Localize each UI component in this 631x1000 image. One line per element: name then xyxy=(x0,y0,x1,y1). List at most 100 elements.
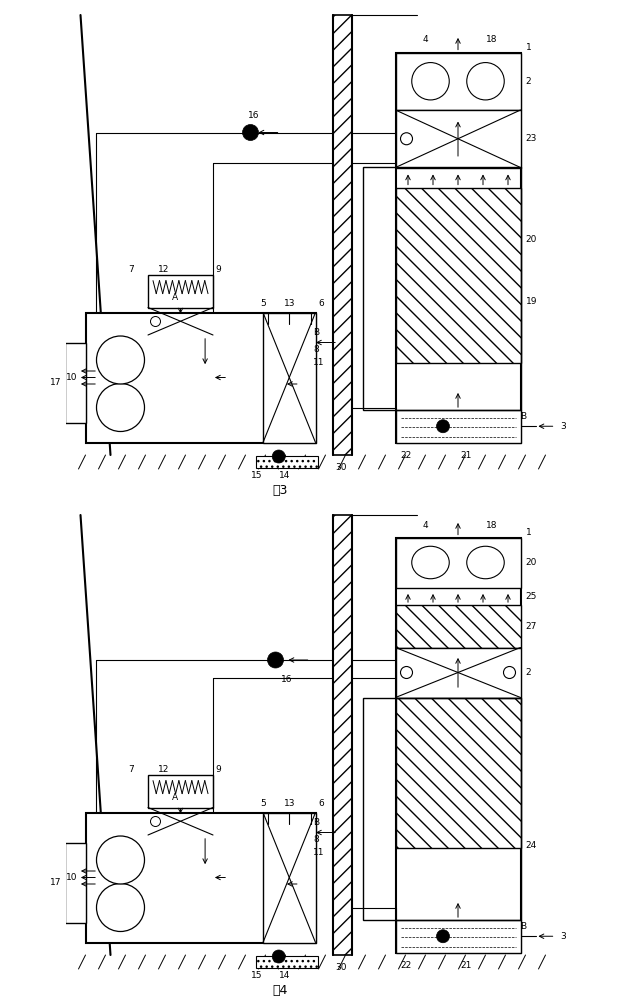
Text: 24: 24 xyxy=(526,840,537,850)
Text: 11: 11 xyxy=(313,358,324,367)
Text: B: B xyxy=(313,818,319,827)
Bar xyxy=(148,275,213,308)
Text: 16: 16 xyxy=(281,676,292,684)
Text: 21: 21 xyxy=(461,960,472,970)
Text: 21: 21 xyxy=(461,450,472,460)
Text: 13: 13 xyxy=(284,799,295,808)
Text: 8: 8 xyxy=(313,346,319,355)
Circle shape xyxy=(401,133,413,145)
Bar xyxy=(396,52,521,442)
Text: 9: 9 xyxy=(216,766,221,774)
Text: 13: 13 xyxy=(284,299,295,308)
Bar xyxy=(64,342,85,422)
Bar xyxy=(263,812,316,942)
Text: 9: 9 xyxy=(216,265,221,274)
Bar xyxy=(263,312,316,442)
Bar xyxy=(64,842,85,922)
Bar xyxy=(333,15,352,455)
Bar xyxy=(396,110,521,167)
Text: 14: 14 xyxy=(279,471,290,480)
Bar xyxy=(148,775,213,808)
Circle shape xyxy=(242,124,259,140)
Text: 5: 5 xyxy=(261,299,266,308)
Text: 4: 4 xyxy=(423,35,428,44)
Text: 20: 20 xyxy=(526,558,537,567)
Bar xyxy=(85,312,316,442)
Circle shape xyxy=(97,884,144,932)
Text: 6: 6 xyxy=(318,799,324,808)
Circle shape xyxy=(504,666,516,678)
Bar xyxy=(256,956,318,968)
Ellipse shape xyxy=(412,546,449,579)
Text: B: B xyxy=(521,922,527,931)
Bar xyxy=(363,698,521,920)
Bar xyxy=(85,812,316,942)
Text: 2: 2 xyxy=(526,668,531,677)
Text: 19: 19 xyxy=(526,297,537,306)
Text: 图3: 图3 xyxy=(273,484,288,496)
Bar xyxy=(256,456,318,468)
Text: 17: 17 xyxy=(49,878,61,887)
Text: 5: 5 xyxy=(261,799,266,808)
Text: 27: 27 xyxy=(526,622,537,631)
Text: 3: 3 xyxy=(560,422,566,431)
Bar xyxy=(396,920,521,952)
Text: 6: 6 xyxy=(318,299,324,308)
Bar xyxy=(396,52,521,110)
Text: 20: 20 xyxy=(526,235,537,244)
Text: 1: 1 xyxy=(526,528,531,537)
Circle shape xyxy=(268,652,283,668)
Text: 10: 10 xyxy=(66,873,77,882)
Text: 14: 14 xyxy=(279,970,290,980)
Text: 22: 22 xyxy=(401,450,412,460)
Text: A: A xyxy=(172,293,178,302)
Bar xyxy=(396,538,521,587)
Text: 8: 8 xyxy=(313,836,319,844)
Text: 7: 7 xyxy=(128,265,134,274)
Text: 15: 15 xyxy=(251,970,262,980)
Bar xyxy=(396,648,521,698)
Text: 30: 30 xyxy=(336,963,347,972)
Circle shape xyxy=(151,316,160,326)
Text: 3: 3 xyxy=(560,932,566,941)
Text: 18: 18 xyxy=(485,35,497,44)
Circle shape xyxy=(151,816,160,826)
Text: 17: 17 xyxy=(49,378,61,387)
Circle shape xyxy=(97,336,144,384)
Circle shape xyxy=(272,950,285,963)
Bar xyxy=(396,410,521,442)
Bar xyxy=(333,515,352,955)
Text: 23: 23 xyxy=(526,134,537,143)
Text: 10: 10 xyxy=(66,373,77,382)
Text: 22: 22 xyxy=(401,960,412,970)
Text: 18: 18 xyxy=(485,520,497,530)
Text: 25: 25 xyxy=(526,592,537,601)
Bar xyxy=(396,605,521,648)
Text: 12: 12 xyxy=(158,766,169,774)
Text: 12: 12 xyxy=(158,265,169,274)
Text: 2: 2 xyxy=(526,77,531,86)
Text: 16: 16 xyxy=(248,110,259,119)
Text: 4: 4 xyxy=(423,520,428,530)
Circle shape xyxy=(97,383,144,432)
Text: 1: 1 xyxy=(526,43,531,52)
Circle shape xyxy=(437,930,449,943)
Text: 11: 11 xyxy=(313,848,324,857)
Text: 图4: 图4 xyxy=(273,984,288,996)
Circle shape xyxy=(401,666,413,678)
Text: 7: 7 xyxy=(128,766,134,774)
Text: 30: 30 xyxy=(336,463,347,472)
Ellipse shape xyxy=(467,63,504,100)
Ellipse shape xyxy=(412,63,449,100)
Bar xyxy=(396,698,521,848)
Bar xyxy=(396,538,521,952)
Bar xyxy=(396,188,521,362)
Circle shape xyxy=(272,450,285,463)
Text: B: B xyxy=(313,328,319,337)
Circle shape xyxy=(437,420,449,433)
Circle shape xyxy=(97,836,144,884)
Bar xyxy=(363,167,521,410)
Text: 15: 15 xyxy=(251,471,262,480)
Text: B: B xyxy=(521,412,527,421)
Text: A: A xyxy=(172,793,178,802)
